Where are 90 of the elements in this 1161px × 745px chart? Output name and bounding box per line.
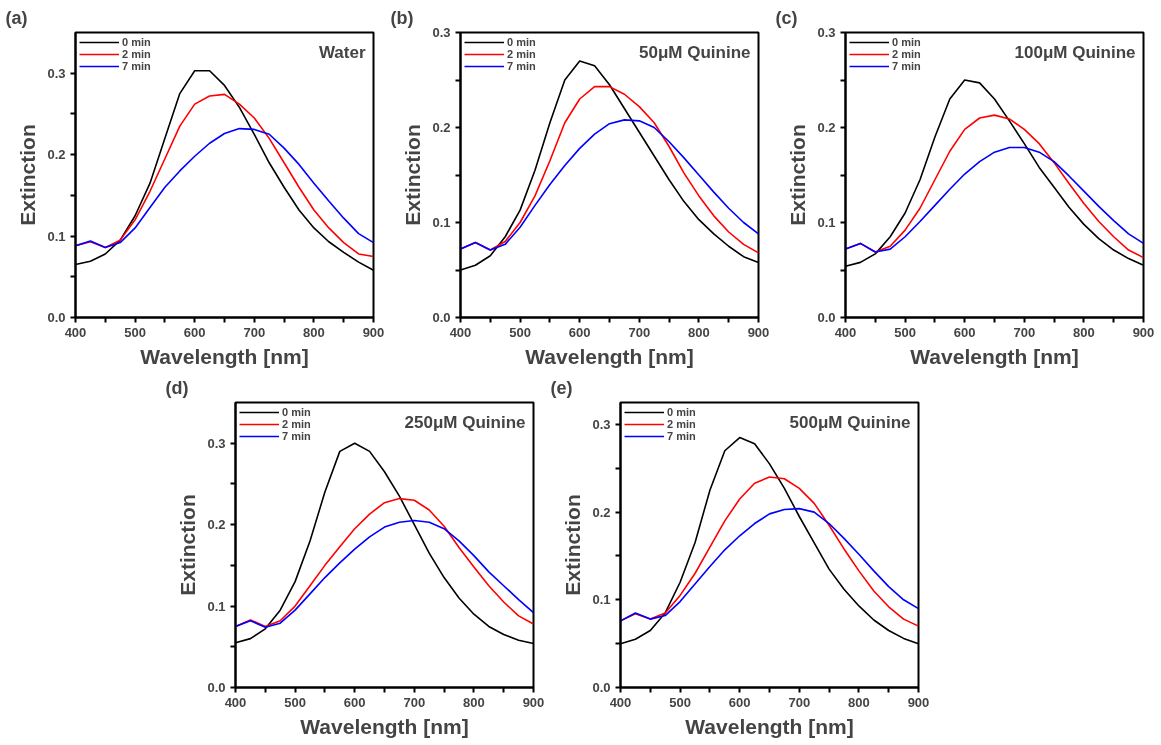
y-axis-title: Extinction — [561, 494, 585, 596]
annotation: 100μM Quinine — [1014, 42, 1136, 62]
y-tick-label: 0.2 — [432, 120, 451, 135]
chart-title: (d) — [165, 377, 189, 398]
x-tick-label: 700 — [243, 324, 266, 340]
y-tick-label: 0.1 — [592, 592, 611, 608]
y-tick-label: 0.1 — [432, 215, 451, 230]
x-tick-label: 500 — [894, 324, 916, 340]
x-tick-label: 400 — [834, 324, 857, 340]
legend-label: 2 min — [667, 418, 696, 430]
y-tick-label: 0.0 — [817, 310, 836, 325]
y-tick-label: 0.3 — [432, 25, 451, 40]
x-tick-label: 600 — [343, 694, 366, 710]
x-tick-label: 600 — [183, 324, 206, 340]
y-tick-label: 0.1 — [47, 228, 66, 244]
legend-label: 7 min — [122, 60, 151, 72]
x-tick-label: 400 — [449, 324, 472, 340]
legend-label: 7 min — [507, 60, 536, 72]
y-tick-label: 0.2 — [592, 504, 611, 520]
x-tick-label: 700 — [788, 694, 811, 710]
line-series — [460, 119, 759, 251]
x-tick-label: 900 — [362, 324, 385, 340]
legend-label: 0 min — [507, 36, 536, 48]
annotation: 500μM Quinine — [789, 412, 911, 432]
x-tick-label: 900 — [1132, 324, 1155, 340]
x-tick-label: 400 — [609, 694, 632, 710]
x-tick-label: 900 — [907, 694, 930, 710]
annotation: 250μM Quinine — [404, 412, 526, 432]
y-tick-label: 0.3 — [592, 416, 611, 432]
y-tick-label: 0.0 — [432, 310, 451, 325]
line-series — [75, 127, 374, 249]
x-axis-title: Wavelength [nm] — [910, 344, 1079, 368]
x-tick-label: 900 — [522, 694, 545, 710]
x-axis-title: Wavelength [nm] — [300, 714, 469, 738]
legend-label: 2 min — [282, 418, 311, 430]
y-tick-label: 0.3 — [47, 65, 66, 81]
y-tick-label: 0.2 — [47, 147, 66, 163]
x-tick-label: 600 — [568, 324, 591, 340]
x-tick-label: 500 — [284, 694, 306, 710]
legend-label: 0 min — [122, 36, 151, 48]
x-axis-title: Wavelength [nm] — [685, 714, 854, 738]
line-series — [845, 146, 1144, 253]
y-axis-title: Extinction — [16, 124, 40, 226]
x-axis-title: Wavelength [nm] — [525, 344, 694, 368]
x-tick-label: 800 — [303, 324, 325, 340]
x-tick-label: 400 — [64, 324, 87, 340]
x-tick-label: 400 — [224, 694, 247, 710]
legend-label: 7 min — [667, 430, 696, 442]
y-tick-label: 0.2 — [207, 517, 226, 533]
x-tick-label: 500 — [509, 324, 531, 340]
legend-label: 0 min — [667, 406, 696, 418]
x-tick-label: 500 — [124, 324, 146, 340]
y-tick-label: 0.2 — [817, 120, 836, 135]
y-tick-label: 0.1 — [817, 215, 836, 230]
annotation: Water — [318, 42, 366, 62]
x-tick-label: 700 — [403, 694, 426, 710]
chart-title: (c) — [775, 7, 798, 28]
legend-label: 7 min — [892, 60, 921, 72]
x-tick-label: 500 — [669, 694, 691, 710]
legend-label: 0 min — [282, 406, 311, 418]
line-series — [620, 507, 919, 622]
chart-title: (b) — [390, 7, 414, 28]
chart-title: (e) — [550, 377, 573, 398]
y-tick-label: 0.3 — [817, 25, 836, 40]
x-tick-label: 700 — [1013, 324, 1036, 340]
legend-label: 0 min — [892, 36, 921, 48]
y-axis-title: Extinction — [401, 124, 425, 226]
chart-title: (a) — [5, 7, 28, 28]
x-tick-label: 900 — [747, 324, 770, 340]
y-tick-label: 0.0 — [47, 310, 66, 325]
x-tick-label: 800 — [848, 694, 870, 710]
y-axis-title: Extinction — [786, 124, 810, 226]
x-axis-title: Wavelength [nm] — [140, 344, 309, 368]
y-tick-label: 0.0 — [592, 680, 611, 695]
x-tick-label: 800 — [688, 324, 710, 340]
legend-label: 2 min — [122, 48, 151, 60]
x-tick-label: 600 — [728, 694, 751, 710]
y-tick-label: 0.1 — [207, 598, 226, 614]
line-series — [235, 519, 534, 629]
x-tick-label: 700 — [628, 324, 651, 340]
y-axis-title: Extinction — [176, 494, 200, 596]
legend-label: 7 min — [282, 430, 311, 442]
annotation: 50μM Quinine — [639, 42, 751, 62]
legend-label: 2 min — [507, 48, 536, 60]
legend-label: 2 min — [892, 48, 921, 60]
x-tick-label: 800 — [1073, 324, 1095, 340]
x-tick-label: 600 — [953, 324, 976, 340]
y-tick-label: 0.3 — [207, 435, 226, 451]
y-tick-label: 0.0 — [207, 680, 226, 695]
x-tick-label: 800 — [463, 694, 485, 710]
